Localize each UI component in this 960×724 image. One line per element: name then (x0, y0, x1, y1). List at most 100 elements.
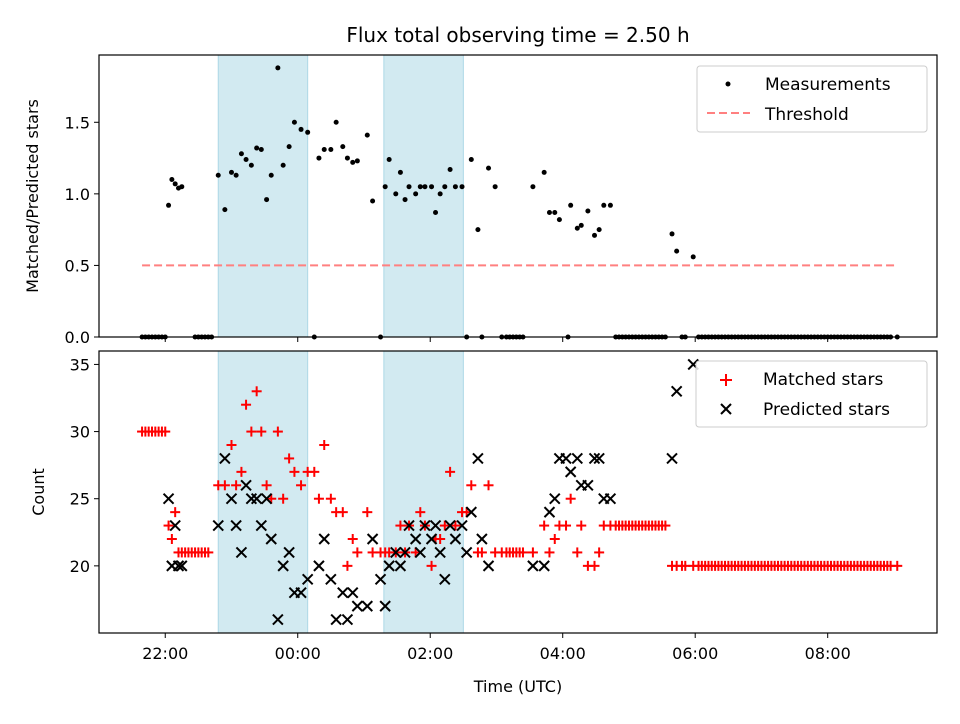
predicted-point (419, 519, 431, 532)
predicted-point (482, 560, 495, 572)
measurement-point (393, 191, 399, 197)
predicted-point (403, 519, 415, 532)
legend-predicted-label: Predicted stars (763, 400, 890, 420)
measurement-point (254, 145, 260, 151)
matched-point (241, 399, 252, 410)
matched-point (561, 520, 572, 531)
x-tick-label: 06:00 (672, 644, 718, 663)
matched-point (278, 493, 289, 504)
matched-point (576, 520, 587, 531)
measurement-point (328, 146, 334, 152)
predicted-point (313, 560, 325, 572)
measurement-point (321, 146, 327, 152)
predicted-point (439, 573, 451, 585)
measurement-point (386, 156, 392, 162)
matched-point (342, 560, 353, 571)
matched-point (517, 547, 528, 558)
predicted-point (325, 573, 337, 585)
predicted-point (283, 546, 295, 559)
matched-point (289, 466, 300, 477)
matched-point (476, 547, 487, 558)
predicted-point (434, 546, 446, 559)
measurement-point (268, 172, 274, 178)
predicted-point (409, 533, 422, 545)
measurement-point (422, 184, 428, 190)
bottom-legend: Matched stars Predicted stars (695, 360, 928, 428)
top-legend-frame (696, 65, 928, 133)
matched-point (203, 547, 214, 558)
predicted-point (449, 533, 462, 545)
measurement-point (690, 254, 696, 260)
matched-point (337, 507, 348, 518)
measurement-point (406, 184, 412, 190)
x-tick-label: 08:00 (805, 644, 851, 663)
matched-point (594, 547, 605, 558)
predicted-point (429, 519, 442, 532)
measurement-point (546, 209, 552, 215)
x-tick-label: 22:00 (142, 644, 188, 663)
shaded-span (383, 350, 464, 634)
matched-point (589, 560, 600, 571)
matched-point (544, 547, 555, 558)
matched-point (160, 426, 171, 437)
predicted-point (465, 506, 478, 518)
measurement-point (291, 119, 297, 125)
matched-point (395, 520, 406, 531)
matched-point (231, 480, 242, 491)
measurement-point (333, 119, 339, 125)
predicted-point (444, 519, 456, 532)
matched-point (313, 493, 324, 504)
y-tick-label: 20 (70, 557, 90, 576)
measurement-point (243, 156, 249, 162)
predicted-point (277, 560, 289, 572)
predicted-point (588, 452, 601, 465)
measurement-point (592, 232, 598, 238)
measurement-point (286, 144, 292, 150)
predicted-point (604, 493, 617, 505)
predicted-point (670, 385, 683, 397)
measurement-point (437, 191, 443, 197)
measurement-point (601, 202, 607, 208)
measurement-point (607, 202, 613, 208)
measurement-point (316, 155, 322, 161)
measurement-point (585, 208, 591, 214)
shaded-span (217, 54, 309, 338)
predicted-point (593, 452, 605, 465)
matched-point (170, 507, 181, 518)
measurement-point (305, 129, 311, 135)
series-matched-stars (137, 386, 903, 571)
matched-point (309, 466, 320, 477)
predicted-point (527, 560, 539, 572)
measurement-point (172, 181, 178, 187)
measurement-point (459, 184, 465, 190)
measurement-point (433, 209, 439, 215)
predicted-point (399, 546, 411, 559)
predicted-point (172, 560, 185, 572)
x-tick-label: 00:00 (275, 644, 321, 663)
measurement-point (258, 146, 264, 152)
matched-point (352, 547, 363, 558)
matched-point (539, 520, 550, 531)
figure-title: Flux total observing time = 2.50 h (346, 23, 689, 47)
matched-point (296, 480, 307, 491)
measurement-point (364, 132, 370, 138)
measurement-point (280, 162, 286, 168)
matched-point (256, 426, 267, 437)
predicted-point (425, 533, 438, 545)
predicted-point (414, 546, 426, 559)
predicted-point (379, 600, 391, 612)
measurement-point (578, 222, 584, 228)
measurement-point (447, 167, 453, 173)
matched-point (236, 466, 247, 477)
matched-point (565, 493, 576, 504)
measurement-point (442, 184, 448, 190)
predicted-point (351, 600, 364, 612)
predicted-point (366, 533, 379, 545)
predicted-point (318, 533, 330, 545)
measurement-point (166, 202, 172, 208)
y-tick-label: 1.5 (65, 113, 90, 132)
measurement-point (468, 156, 474, 162)
measurement-point (397, 169, 403, 175)
measurement-point (413, 191, 419, 197)
